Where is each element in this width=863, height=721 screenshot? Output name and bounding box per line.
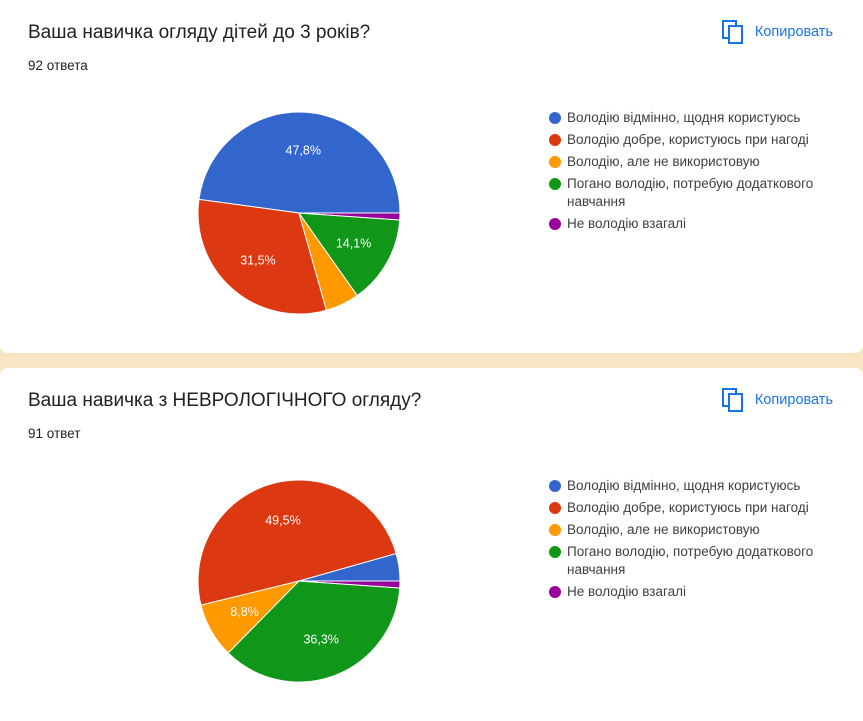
legend-swatch	[549, 178, 561, 190]
pie-slice	[197, 479, 397, 606]
pie-slice	[198, 111, 401, 214]
card-title: Ваша навичка огляду дітей до 3 років?	[28, 22, 371, 43]
pie-slice	[297, 212, 401, 297]
legend-swatch	[549, 480, 561, 492]
legend-swatch	[549, 524, 561, 536]
legend-item: Володію відмінно, щодня користуюсь	[549, 109, 839, 127]
legend-swatch	[549, 586, 561, 598]
legend-label: Володію відмінно, щодня користуюсь	[567, 478, 801, 493]
legend-label: Не володію взагалі	[567, 584, 686, 599]
legend-item: Володію, але не використовую	[549, 153, 839, 171]
copy-label: Копировать	[754, 392, 833, 408]
legend-label: Володію добре, користуюсь при нагоді	[567, 132, 809, 147]
slice-value-label: 31,5%	[240, 253, 275, 267]
slice-value-label: 8,8%	[230, 605, 259, 619]
legend-swatch	[549, 218, 561, 230]
legend-item: Погано володію, потребую додаткового нав…	[549, 543, 839, 579]
pie-slice	[197, 198, 328, 315]
legend-label: Не володію взагалі	[567, 216, 686, 231]
slice-value-label: 49,5%	[265, 513, 300, 527]
pie-slice	[298, 212, 401, 221]
copy-label: Копировать	[754, 24, 833, 40]
legend-label: Володію, але не використовую	[567, 154, 760, 169]
legend-label: Погано володію, потребую додаткового нав…	[567, 176, 814, 209]
slice-value-label: 47,8%	[286, 144, 321, 158]
legend-label: Володію добре, користуюсь при нагоді	[567, 500, 809, 515]
legend-swatch	[549, 156, 561, 168]
legend-item: Погано володію, потребую додаткового нав…	[549, 175, 839, 211]
copy-button[interactable]: Копировать	[721, 18, 833, 46]
legend-label: Погано володію, потребую додаткового нав…	[567, 544, 814, 577]
slice-value-label: 14,1%	[336, 237, 371, 251]
legend-label: Володію, але не використовую	[567, 522, 760, 537]
pie-slice	[298, 580, 401, 589]
slice-value-label: 36,3%	[303, 633, 338, 647]
legend-swatch	[549, 112, 561, 124]
legend-item: Не володію взагалі	[549, 215, 839, 233]
legend-item: Володію, але не використовую	[549, 521, 839, 539]
legend-item: Не володію взагалі	[549, 583, 839, 601]
legend-item: Володію відмінно, щодня користуюсь	[549, 477, 839, 495]
chart-card-1: Ваша навичка огляду дітей до 3 років? 92…	[0, 0, 863, 353]
legend: Володію відмінно, щодня користуюсь Володі…	[549, 477, 839, 605]
legend-item: Володію добре, користуюсь при нагоді	[549, 499, 839, 517]
legend-swatch	[549, 546, 561, 558]
chart-card-2: Ваша навичка з НЕВРОЛОГІЧНОГО огляду? 91…	[0, 368, 863, 721]
copy-button[interactable]: Копировать	[721, 386, 833, 414]
legend-label: Володію відмінно, щодня користуюсь	[567, 110, 801, 125]
pie-slice	[227, 580, 401, 683]
legend: Володію відмінно, щодня користуюсь Володі…	[549, 109, 839, 237]
card-title: Ваша навичка з НЕВРОЛОГІЧНОГО огляду?	[28, 390, 422, 411]
response-count: 92 ответа	[28, 58, 88, 73]
copy-icon	[721, 20, 743, 44]
copy-icon	[721, 388, 743, 412]
response-count: 91 ответ	[28, 426, 81, 441]
legend-swatch	[549, 134, 561, 146]
pie-chart: 47,8% 31,5% 14,1%	[197, 111, 401, 315]
legend-swatch	[549, 502, 561, 514]
legend-item: Володію добре, користуюсь при нагоді	[549, 131, 839, 149]
pie-chart: 49,5% 8,8% 36,3%	[197, 479, 401, 683]
